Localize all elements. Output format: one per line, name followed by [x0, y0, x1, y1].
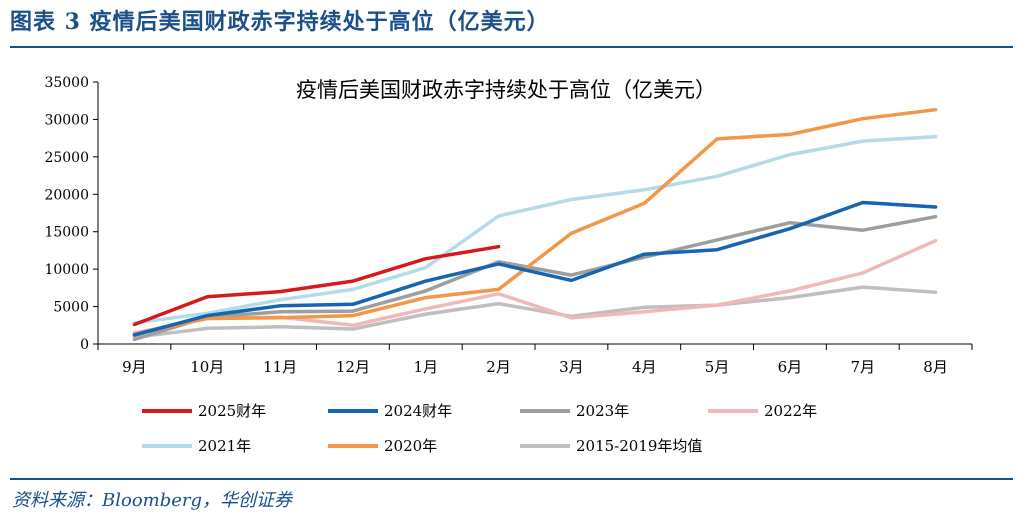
series-line — [132, 107, 938, 337]
series-layer — [132, 107, 938, 342]
legend-label: 2021年 — [198, 437, 251, 455]
legend-label: 2025财年 — [198, 402, 266, 420]
x-tick-label: 8月 — [923, 358, 948, 376]
x-tick-label: 11月 — [263, 358, 297, 376]
legend-label: 2015-2019年均值 — [576, 437, 702, 455]
legend-item: 2024财年 — [328, 402, 452, 420]
y-tick-label: 30000 — [44, 112, 89, 128]
series-line — [132, 244, 501, 327]
y-tick-label: 20000 — [44, 187, 89, 203]
y-tick-label: 10000 — [44, 262, 89, 278]
series-line — [132, 214, 938, 342]
legend-label: 2024财年 — [384, 402, 452, 420]
series-line — [132, 134, 938, 325]
x-tick-label: 9月 — [122, 358, 147, 376]
x-tick-label: 3月 — [559, 358, 584, 376]
x-tick-label: 1月 — [413, 358, 438, 376]
legend-item: 2023年 — [520, 402, 629, 420]
figure-title: 图表 3 疫情后美国财政赤字持续处于高位（亿美元） — [10, 9, 550, 35]
source-note: 资料来源：Bloomberg，华创证券 — [12, 490, 293, 511]
x-tick-label: 6月 — [778, 358, 803, 376]
footer-divider — [10, 478, 1013, 480]
x-tick-label: 10月 — [190, 358, 224, 376]
y-tick-label: 0 — [80, 337, 89, 353]
header-divider — [10, 46, 1013, 48]
legend-item: 2022年 — [708, 402, 817, 420]
x-tick-label: 5月 — [705, 358, 730, 376]
x-tick-label: 4月 — [632, 358, 657, 376]
legend-item: 2020年 — [328, 437, 437, 455]
legend-label: 2022年 — [764, 402, 817, 420]
legend-label: 2020年 — [384, 437, 437, 455]
legend: 2025财年 2024财年 2023年 2022年 2021年 2020年 2015-201… — [142, 402, 817, 455]
series-line — [132, 285, 938, 340]
y-tick-label: 35000 — [44, 75, 89, 91]
legend-item: 2025财年 — [142, 402, 266, 420]
series-line — [132, 200, 938, 337]
y-tick-label: 25000 — [44, 150, 89, 166]
chart-title: 疫情后美国财政赤字持续处于高位（亿美元） — [296, 78, 716, 102]
y-tick-label: 5000 — [53, 300, 89, 316]
x-tick-label: 2月 — [486, 358, 511, 376]
legend-label: 2023年 — [576, 402, 629, 420]
legend-item: 2015-2019年均值 — [520, 437, 702, 455]
x-tick-label: 7月 — [850, 358, 875, 376]
chart-axes: 0 5000 10000 15000 20000 25000 30000 35000 9月 10月… — [44, 75, 973, 376]
line-chart: 疫情后美国财政赤字持续处于高位（亿美元） 0 5000 10000 15000 2000… — [44, 75, 973, 455]
legend-item: 2021年 — [142, 437, 251, 455]
x-tick-label: 12月 — [336, 358, 370, 376]
y-tick-label: 15000 — [44, 225, 89, 241]
